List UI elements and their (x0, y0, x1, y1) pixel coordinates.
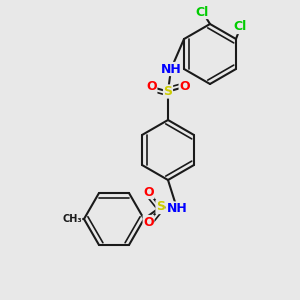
Text: O: O (143, 215, 154, 229)
Text: S: S (164, 85, 172, 98)
Text: Cl: Cl (234, 20, 247, 34)
Text: O: O (179, 80, 190, 94)
Text: O: O (146, 80, 157, 94)
Text: CH₃: CH₃ (62, 214, 82, 224)
Text: O: O (143, 185, 154, 199)
Text: NH: NH (160, 62, 182, 76)
Text: S: S (156, 200, 165, 214)
Text: Cl: Cl (196, 5, 209, 19)
Text: NH: NH (167, 202, 188, 215)
